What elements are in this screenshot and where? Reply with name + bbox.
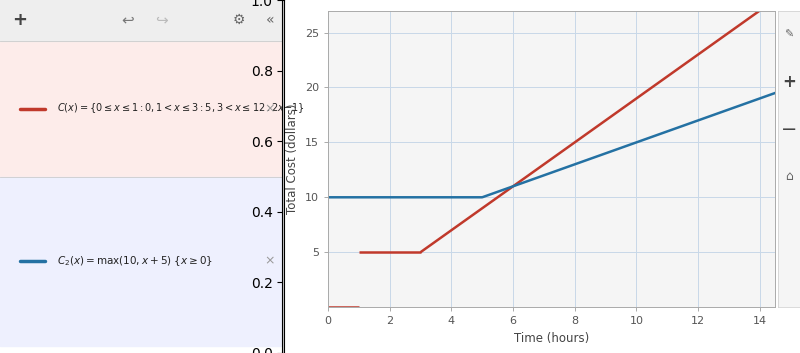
Text: ×: × xyxy=(265,255,275,268)
Text: +: + xyxy=(782,73,796,91)
X-axis label: Time (hours): Time (hours) xyxy=(514,332,590,345)
Text: ↩: ↩ xyxy=(122,13,134,28)
Text: ⚙: ⚙ xyxy=(232,13,245,27)
Text: «: « xyxy=(266,13,274,27)
Bar xyxy=(0,0,284,41)
Bar xyxy=(0,41,284,176)
Text: ✎: ✎ xyxy=(784,29,794,39)
Text: $C(x) = \{0{\leq}x{\leq}1{:}0,1{<}x{\leq}3{:}5,3{<}x{\leq}12{:}2x{-}1\}$: $C(x) = \{0{\leq}x{\leq}1{:}0,1{<}x{\leq… xyxy=(57,102,305,115)
Text: ⌂: ⌂ xyxy=(785,170,793,183)
Text: +: + xyxy=(12,11,27,29)
Text: ↪: ↪ xyxy=(155,13,168,28)
Text: ×: × xyxy=(265,102,275,115)
Text: −: − xyxy=(781,120,797,139)
Text: $C_2(x) = \max(10,x+5)\;\{x{\geq}0\}$: $C_2(x) = \max(10,x+5)\;\{x{\geq}0\}$ xyxy=(57,254,213,268)
Bar xyxy=(0,176,284,346)
Y-axis label: Total Cost (dollars): Total Cost (dollars) xyxy=(286,103,299,214)
